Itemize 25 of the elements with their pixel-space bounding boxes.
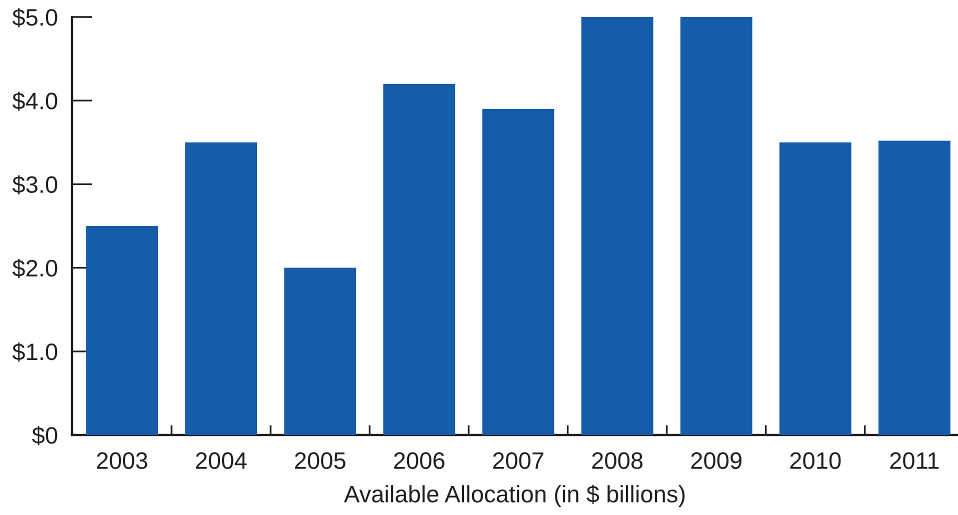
bar [284, 268, 356, 435]
x-tick-label: 2004 [196, 452, 247, 470]
bar [86, 226, 158, 435]
bar [680, 17, 752, 435]
bar [779, 142, 852, 435]
x-tick-label: 2009 [691, 452, 742, 470]
x-tick-label: 2011 [890, 452, 939, 470]
x-tick-label: 2006 [394, 452, 444, 470]
bar [878, 140, 950, 435]
x-tick-label: 2003 [96, 452, 148, 470]
x-tick-label: 2007 [493, 452, 544, 470]
y-tick-label: $5.0 [12, 8, 58, 28]
bar [185, 142, 258, 435]
x-tick-label: 2008 [592, 452, 643, 470]
bar [581, 17, 654, 435]
x-axis-title: Available Allocation (in $ billions) [344, 484, 685, 508]
x-tick-label: 2010 [790, 452, 841, 470]
y-tick-label: $2.0 [12, 258, 58, 278]
y-tick-label: $1.0 [12, 342, 58, 362]
y-tick-label: $0 [32, 426, 58, 446]
y-tick-label: $3.0 [12, 175, 58, 194]
bar [482, 108, 554, 435]
bar [383, 84, 456, 435]
x-tick-label: 2005 [295, 452, 346, 470]
y-tick-label: $4.0 [12, 92, 58, 111]
